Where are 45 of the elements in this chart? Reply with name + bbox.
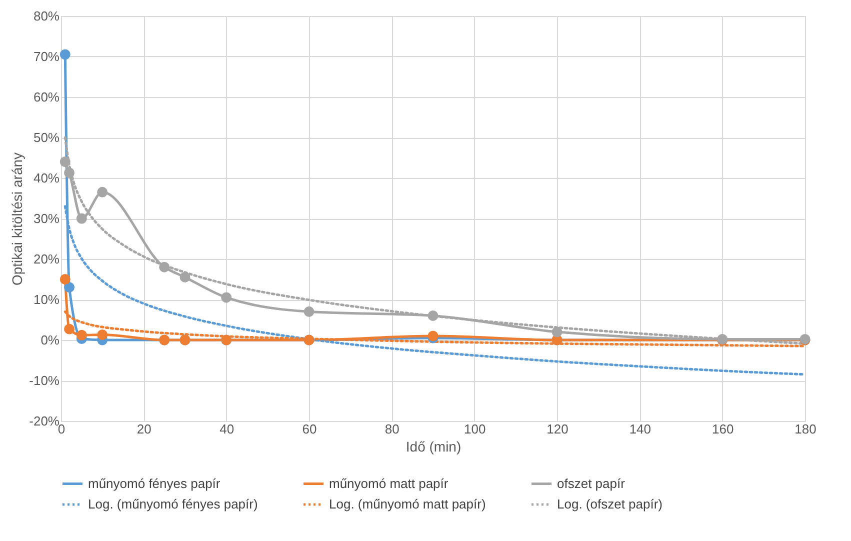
point: [76, 330, 87, 340]
x-tick-label: 80: [384, 422, 400, 436]
y-tick-label: 20%: [33, 252, 60, 266]
point: [552, 326, 562, 338]
x-tick-label: 180: [794, 422, 816, 436]
y-axis-title: Optikai kitöltési arány: [9, 152, 26, 286]
y-tick-label: 50%: [33, 130, 60, 145]
x-tick-label: 60: [302, 422, 317, 436]
legend-label: műnyomó matt papír: [329, 476, 449, 491]
y-tick-label: 80%: [33, 8, 60, 24]
point: [76, 213, 87, 224]
y-tick-label: -20%: [29, 414, 60, 428]
y-tick-label: 10%: [33, 292, 60, 307]
legend-label: Log. (műnyomó matt papír): [329, 496, 486, 512]
point: [97, 186, 108, 198]
y-tick-label: 70%: [33, 49, 60, 64]
point: [304, 306, 314, 317]
x-tick-label: 20: [136, 422, 152, 436]
y-tick-label: 60%: [33, 90, 60, 104]
y-tick-label: 30%: [33, 211, 60, 226]
point: [159, 262, 170, 272]
point: [428, 310, 438, 321]
point: [97, 330, 108, 340]
point: [64, 282, 75, 293]
point: [60, 274, 70, 284]
x-tick-label: 40: [220, 422, 234, 436]
x-tick-label: 160: [712, 422, 734, 436]
x-tick-label: 0: [58, 422, 66, 436]
x-tick-label: 100: [464, 422, 486, 436]
point: [64, 168, 75, 178]
y-tick-label: -10%: [29, 373, 60, 388]
x-tick-label: 140: [629, 422, 652, 436]
y-tick-label: 0%: [40, 332, 60, 348]
point: [60, 49, 70, 60]
y-tick-label: 40%: [33, 170, 60, 186]
legend-label: Log. (műnyomó fényes papír): [88, 496, 258, 512]
point: [221, 292, 232, 303]
legend-label: Log. (ofszet papír): [557, 496, 662, 512]
point: [180, 272, 190, 282]
x-tick-label: 120: [546, 422, 568, 436]
point: [64, 324, 75, 334]
legend-label: ofszet papír: [557, 476, 626, 491]
point: [60, 156, 70, 168]
legend-label: műnyomó fényes papír: [88, 476, 221, 491]
x-axis-title: Idő (min): [406, 438, 462, 454]
